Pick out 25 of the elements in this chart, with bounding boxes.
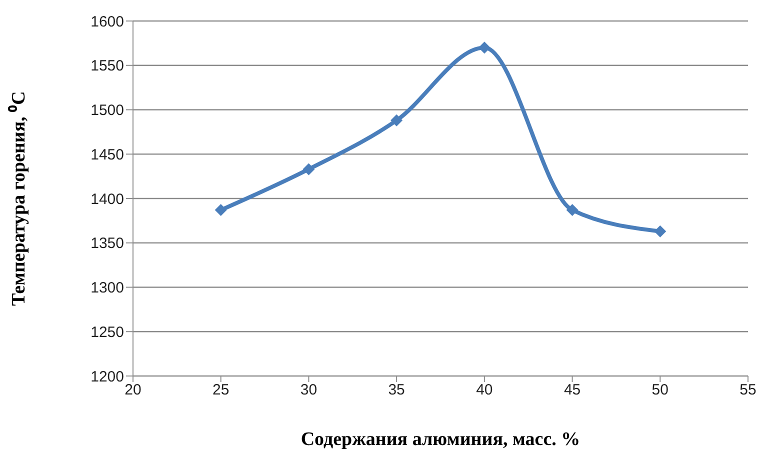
y-tick-label: 1350 — [90, 235, 124, 252]
point — [214, 204, 227, 216]
x-tick-label: 45 — [564, 382, 581, 399]
x-tick-label: 50 — [652, 382, 668, 399]
y-tick-label: 1550 — [90, 58, 124, 75]
point — [478, 42, 490, 54]
y-axis-title: Температура горения, ⁰C — [8, 91, 30, 306]
point — [390, 114, 403, 126]
x-tick-label: 40 — [476, 382, 493, 399]
x-tick-label: 20 — [124, 382, 142, 399]
y-tick-label: 1500 — [90, 102, 124, 120]
x-axis-title: Содержания алюминия, масс. % — [300, 429, 580, 450]
y-tick-label: 1600 — [90, 13, 124, 30]
y-tick-label: 1200 — [90, 368, 124, 386]
x-tick-label: 35 — [388, 382, 405, 399]
x-tick-label: 30 — [300, 382, 318, 399]
y-tick-label: 1300 — [90, 280, 124, 297]
point — [654, 225, 666, 238]
y-tick-label: 1400 — [90, 190, 124, 208]
y-tick-label: 1450 — [90, 146, 124, 164]
x-tick-label: 25 — [212, 382, 230, 399]
y-tick-label: 1250 — [90, 324, 124, 341]
point — [566, 204, 578, 216]
point — [302, 163, 315, 176]
x-tick-label: 55 — [740, 382, 756, 399]
